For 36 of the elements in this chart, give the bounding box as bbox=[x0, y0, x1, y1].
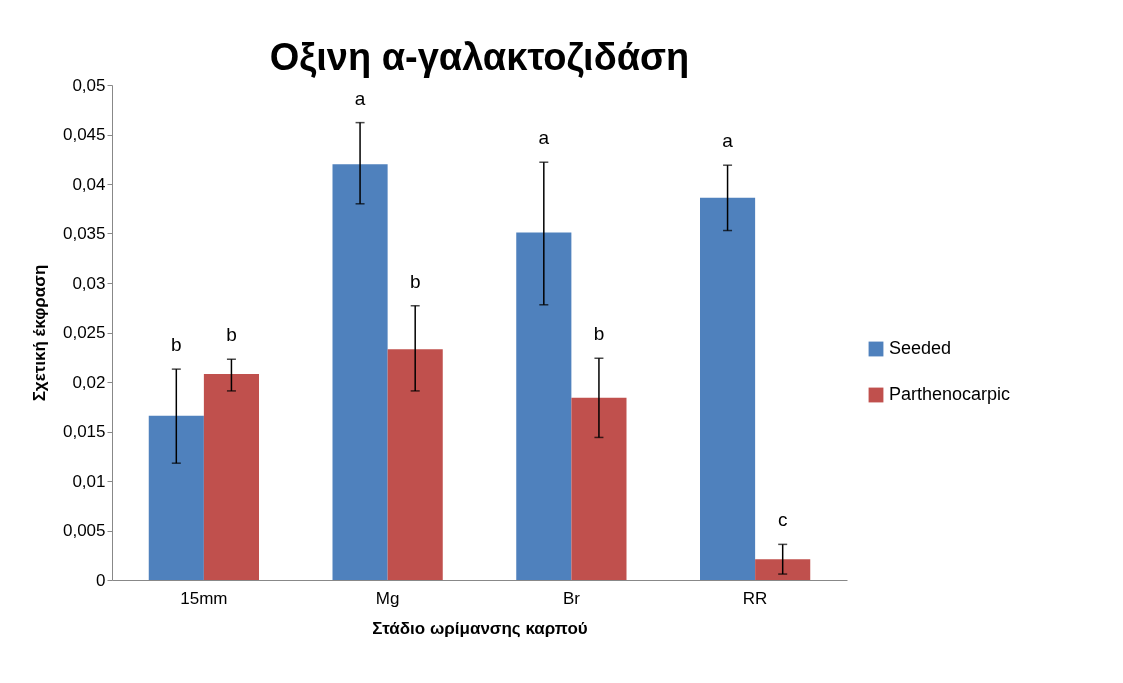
y-tick-label: 0,005 bbox=[62, 521, 106, 540]
chart-title: Οξινη α-γαλακτοζιδάση bbox=[269, 36, 690, 78]
y-tick-label: 0,025 bbox=[62, 323, 106, 342]
bar bbox=[571, 397, 627, 580]
bar bbox=[387, 349, 443, 580]
y-tick-label: 0,03 bbox=[72, 273, 106, 293]
bar bbox=[755, 559, 811, 580]
bar bbox=[516, 232, 572, 580]
y-tick-label: 0,04 bbox=[72, 174, 106, 194]
annotation: a bbox=[538, 127, 550, 149]
x-tick-label: 15mm bbox=[180, 588, 228, 608]
x-axis-title: Στάδιο ωρίμανσης καρπού bbox=[372, 618, 588, 638]
annotation: b bbox=[409, 270, 421, 292]
x-tick-label: Mg bbox=[375, 588, 400, 608]
annotation: b bbox=[593, 323, 605, 345]
y-tick-label: 0,05 bbox=[72, 75, 106, 95]
bar bbox=[700, 197, 756, 580]
x-tick-label: Br bbox=[562, 588, 581, 608]
y-tick-label: 0,035 bbox=[62, 224, 106, 243]
legend-label: Seeded bbox=[889, 338, 952, 358]
x-tick-label: RR bbox=[742, 588, 768, 608]
y-tick-label: 0,02 bbox=[72, 372, 106, 392]
y-tick-label: 0,01 bbox=[72, 471, 106, 491]
annotation: b bbox=[171, 334, 182, 356]
bar bbox=[203, 374, 259, 580]
bar bbox=[148, 415, 204, 580]
annotation: a bbox=[354, 87, 366, 109]
annotation: b bbox=[226, 324, 237, 346]
legend-label: Parthenocarpic bbox=[889, 384, 1011, 404]
y-tick-label: 0,015 bbox=[62, 422, 106, 441]
annotation: c bbox=[777, 509, 788, 531]
y-tick-label: 0,045 bbox=[62, 125, 106, 144]
annotation: a bbox=[722, 130, 734, 152]
y-tick-label: 0 bbox=[96, 570, 106, 590]
y-axis-title: Σχετική έκφραση bbox=[29, 264, 49, 402]
bar bbox=[332, 164, 388, 580]
